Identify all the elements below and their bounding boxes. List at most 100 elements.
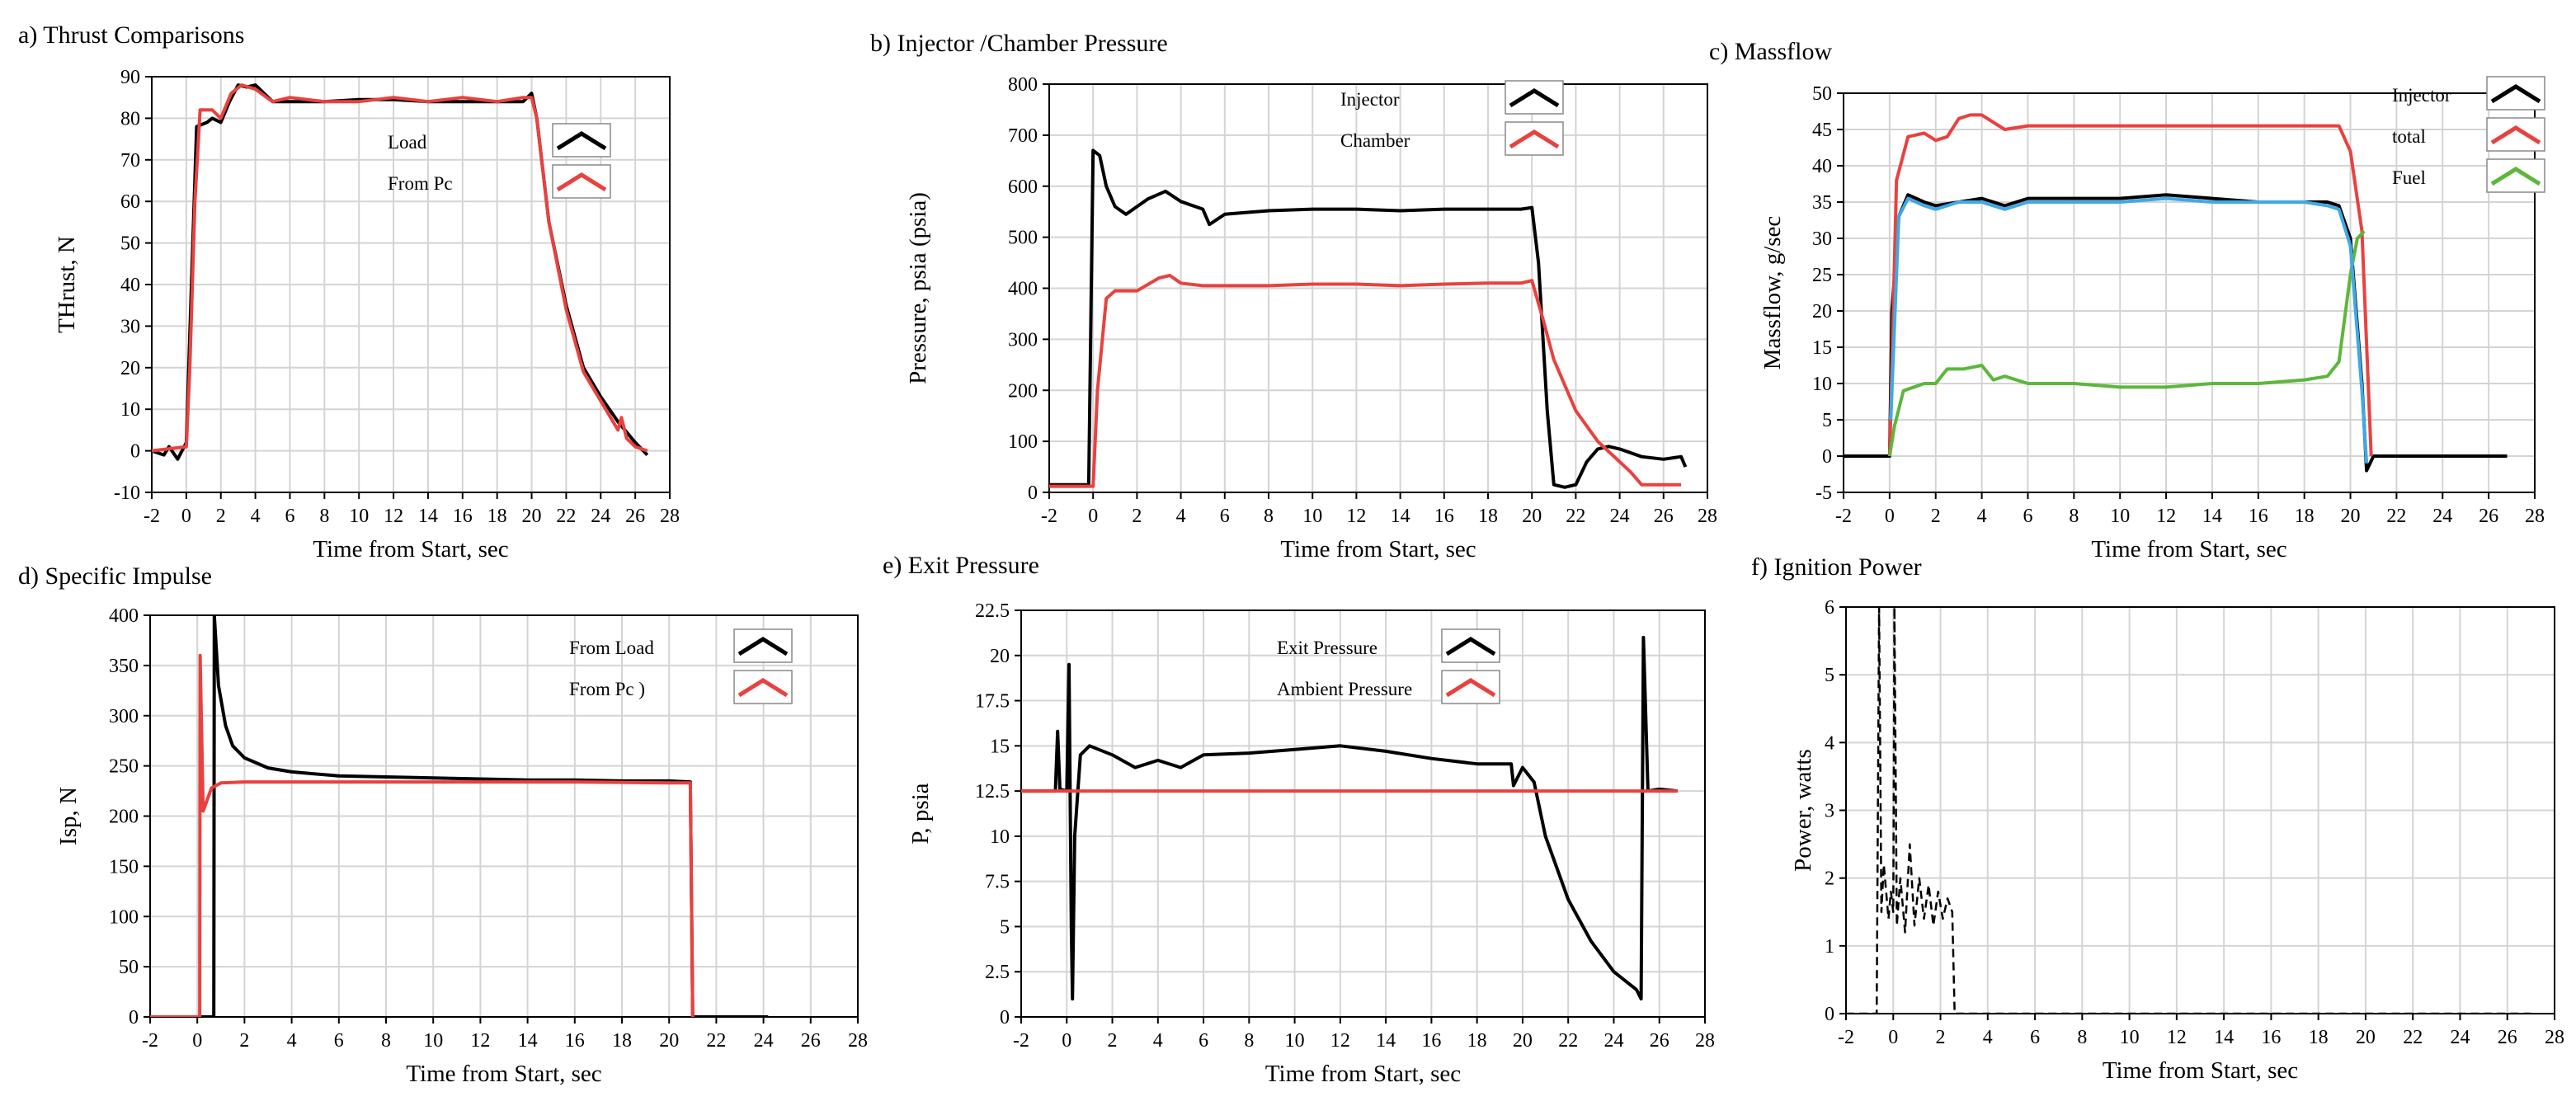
x-tick-label: 6: [334, 1030, 344, 1052]
y-tick-label: 6: [1825, 597, 1834, 619]
x-tick-label: 18: [2295, 506, 2315, 527]
x-tick-label: -2: [1013, 1030, 1029, 1052]
y-tick-label: 10: [1812, 374, 1832, 395]
panel-title: d) Specific Impulse: [18, 562, 212, 590]
x-tick-label: 2: [1931, 506, 1941, 527]
x-tick-label: -2: [1835, 506, 1852, 527]
legend-label: From Pc ): [569, 679, 645, 699]
legend-swatch-box: [552, 164, 611, 199]
x-tick-label: 20: [1513, 1030, 1533, 1052]
x-tick-label: 20: [2356, 1027, 2376, 1048]
x-axis-label: Time from Start, sec: [406, 1061, 601, 1087]
y-axis-label: Power, watts: [1790, 749, 1816, 872]
x-tick-label: 14: [418, 506, 438, 527]
x-tick-label: 6: [1199, 1030, 1208, 1052]
x-tick-label: 0: [181, 506, 191, 527]
x-tick-label: 20: [1522, 506, 1542, 527]
x-tick-label: 22: [706, 1030, 726, 1052]
x-tick-label: 18: [612, 1030, 632, 1052]
legend-label: Fuel: [2392, 167, 2426, 188]
x-tick-label: 26: [625, 506, 645, 527]
x-tick-label: 12: [470, 1030, 490, 1052]
x-tick-label: -2: [142, 1030, 158, 1052]
x-tick-label: 24: [1604, 1030, 1623, 1052]
legend-label: Chamber: [1340, 130, 1410, 151]
x-tick-label: 26: [801, 1030, 821, 1052]
legend-label: Load: [388, 132, 427, 153]
x-tick-label: 16: [2249, 506, 2268, 527]
x-tick-label: 28: [2525, 506, 2545, 527]
x-tick-label: 10: [2110, 506, 2130, 527]
y-tick-label: 70: [120, 150, 140, 172]
y-tick-label: 12.5: [975, 781, 1010, 802]
x-tick-label: 28: [2545, 1027, 2564, 1048]
x-tick-label: 10: [1302, 506, 1322, 527]
x-tick-label: 0: [1088, 506, 1098, 527]
y-tick-label: 50: [1812, 83, 1832, 105]
chart-panel-6: f) Ignition Power-2 0 2 4 6 8 10 12 14 16 18 20 22 24…: [1751, 553, 2564, 1084]
x-tick-label: 24: [2432, 506, 2452, 527]
y-tick-label: 5: [1825, 665, 1834, 686]
x-tick-label: 2: [239, 1030, 249, 1052]
y-tick-label: 20: [990, 646, 1010, 667]
x-tick-label: 12: [384, 506, 403, 527]
x-tick-label: 24: [591, 506, 610, 527]
y-tick-label: 5: [1822, 410, 1832, 431]
legend-swatch: [737, 637, 789, 657]
x-tick-label: 8: [2069, 506, 2079, 527]
x-axis-label: Time from Start, sec: [1280, 536, 1476, 562]
legend-swatch: [1445, 637, 1496, 657]
x-tick-label: 12: [1330, 1030, 1350, 1052]
x-tick-label: 12: [2167, 1027, 2187, 1048]
y-tick-label: 2: [1825, 868, 1834, 890]
x-tick-label: 2: [1936, 1027, 1946, 1048]
legend-swatch-box: [1505, 80, 1564, 115]
y-tick-label: 2.5: [985, 962, 1010, 983]
x-tick-label: 4: [1977, 506, 1987, 527]
legend-label: Injector: [1340, 89, 1400, 110]
x-tick-label: 0: [1062, 1030, 1071, 1052]
series-line-unlabeled-1: [1846, 607, 2531, 1014]
x-tick-label: 26: [2498, 1027, 2517, 1048]
x-tick-label: -2: [144, 506, 160, 527]
y-tick-label: 90: [120, 67, 140, 88]
y-tick-label: 50: [120, 233, 140, 255]
x-tick-label: 10: [423, 1030, 443, 1052]
series-line-unlabeled-4: [1889, 196, 2369, 464]
y-tick-label: 10: [990, 826, 1010, 848]
x-tick-label: 22: [2403, 1027, 2423, 1048]
y-tick-label: 600: [1008, 176, 1038, 198]
series-line-from-pc: [150, 653, 695, 1017]
x-axis-label: Time from Start, sec: [2091, 536, 2286, 562]
x-tick-label: 8: [381, 1030, 391, 1052]
x-tick-label: 26: [1650, 1030, 1669, 1052]
legend-swatch-box: [2486, 158, 2545, 193]
y-tick-label: 500: [1008, 228, 1038, 249]
x-tick-label: 12: [2156, 506, 2176, 527]
y-tick-label: 400: [109, 605, 139, 627]
y-tick-label: 100: [109, 906, 139, 928]
y-axis-label: THrust, N: [54, 236, 80, 333]
y-tick-label: 30: [120, 316, 140, 337]
x-tick-label: 0: [1885, 506, 1895, 527]
y-tick-label: 7.5: [985, 872, 1010, 893]
x-tick-label: 10: [349, 506, 369, 527]
y-axis-label: Isp, N: [55, 787, 82, 845]
legend-swatch-box: [733, 670, 793, 704]
x-tick-label: 6: [2030, 1027, 2040, 1048]
x-tick-label: 20: [522, 506, 542, 527]
y-tick-label: 0: [1822, 446, 1832, 468]
x-axis-label: Time from Start, sec: [1265, 1061, 1461, 1087]
series-line-from-pc: [152, 83, 648, 453]
x-tick-label: 28: [1695, 1030, 1715, 1052]
x-tick-label: 18: [1478, 506, 1498, 527]
y-axis-label: P, psia: [907, 783, 934, 844]
y-tick-label: 30: [1812, 228, 1832, 250]
legend-swatch: [2490, 167, 2541, 186]
x-tick-label: 2: [216, 506, 226, 527]
x-tick-label: 18: [1467, 1030, 1487, 1052]
y-tick-label: 25: [1812, 265, 1832, 286]
x-tick-label: 28: [660, 506, 680, 527]
panel-title: c) Massflow: [1709, 38, 1832, 65]
legend-swatch: [556, 131, 607, 151]
